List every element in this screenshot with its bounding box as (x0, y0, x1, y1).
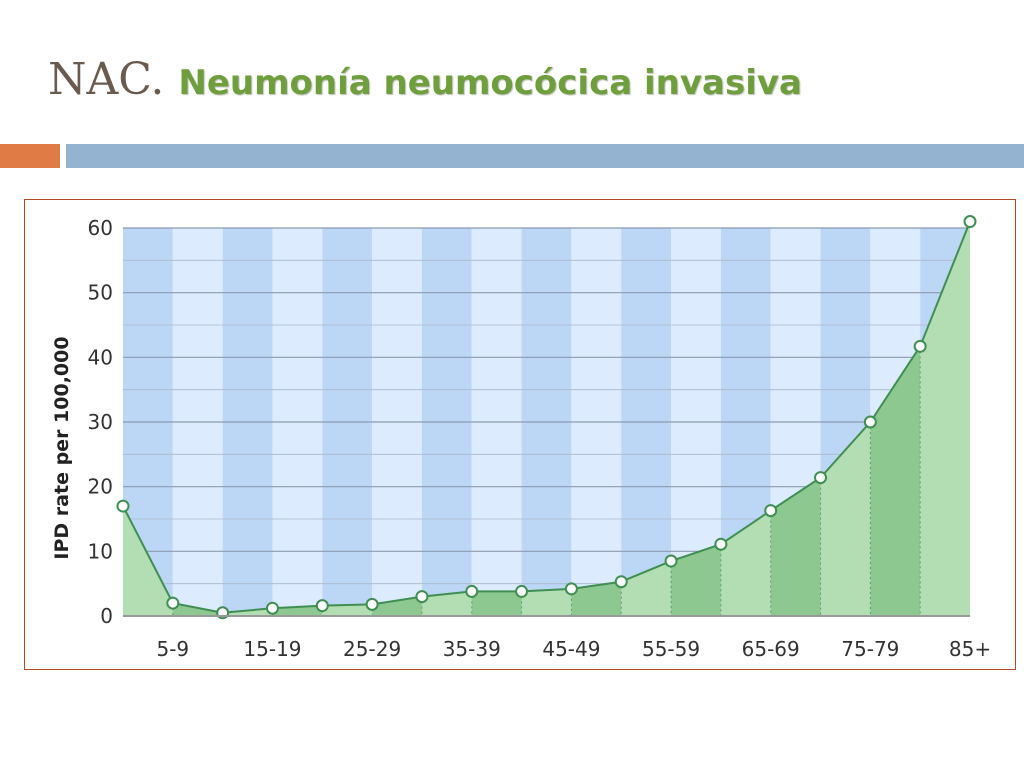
area-segment (820, 422, 871, 616)
series-line (122, 221, 971, 614)
data-point (564, 582, 578, 596)
data-point (913, 339, 927, 353)
data-point (515, 584, 529, 598)
area-segment (671, 544, 721, 616)
y-tick-labels: 0 10 20 30 40 50 60 (88, 216, 113, 628)
y-tick-label: 10 (88, 539, 113, 563)
area-fill (123, 221, 970, 616)
data-point (863, 415, 877, 429)
y-axis-label: IPD rate per 100,000 (51, 336, 73, 559)
slide-title-prefix: NAC. (48, 54, 165, 105)
data-point (116, 499, 130, 513)
y-tick-label: 40 (88, 345, 113, 369)
data-point (465, 584, 479, 598)
area-segment (521, 588, 572, 616)
x-tick-label: 55-59 (642, 637, 700, 661)
data-point (166, 596, 180, 610)
data-point (764, 504, 778, 518)
y-tick-label: 50 (88, 281, 113, 305)
chart-frame: 0 10 20 30 40 50 60 5-9 15-19 25-29 35-39 45-49 55-… (24, 199, 1016, 670)
area-segment (571, 581, 622, 616)
x-tick-label: 15-19 (243, 637, 301, 661)
y-tick-label: 20 (88, 475, 113, 499)
y-tick-label: 60 (88, 216, 113, 240)
area-segment (920, 221, 970, 616)
area-segment (372, 596, 422, 616)
x-tick-label: 45-49 (542, 637, 600, 661)
data-point (814, 471, 828, 485)
y-tick-label: 30 (88, 410, 113, 434)
accent-bar-blue (66, 144, 1024, 168)
data-point (614, 575, 628, 589)
area-segment (870, 346, 921, 616)
data-point (963, 215, 977, 229)
data-points (116, 215, 977, 620)
x-tick-label: 25-29 (343, 637, 401, 661)
x-tick-label: 35-39 (443, 637, 501, 661)
x-tick-label: 5-9 (156, 637, 189, 661)
x-tick-label: 65-69 (742, 637, 800, 661)
y-tick-label: 0 (100, 604, 113, 628)
x-tick-labels: 5-9 15-19 25-29 35-39 45-49 55-59 65-69 75-79 85… (156, 637, 991, 661)
gridlines (123, 227, 970, 585)
data-point (415, 590, 429, 604)
data-point (714, 537, 728, 551)
area-segment (123, 506, 173, 616)
x-tick-label: 85+ (949, 637, 991, 661)
x-tick-label: 75-79 (841, 637, 899, 661)
area-segment (770, 477, 821, 616)
area-segment (421, 591, 472, 616)
slide-title: NAC. Neumonía neumocócica invasiva (48, 58, 802, 102)
accent-bar-orange (0, 144, 60, 168)
chart: 0 10 20 30 40 50 60 5-9 15-19 25-29 35-39 45-49 55-… (51, 215, 991, 661)
data-point (315, 599, 329, 613)
data-point (664, 554, 678, 568)
data-point (365, 597, 379, 611)
area-segment (471, 591, 522, 616)
slide-title-main: Neumonía neumocócica invasiva (178, 63, 802, 103)
area-segment (621, 561, 672, 616)
data-point (265, 601, 279, 615)
area-segment (322, 604, 373, 616)
